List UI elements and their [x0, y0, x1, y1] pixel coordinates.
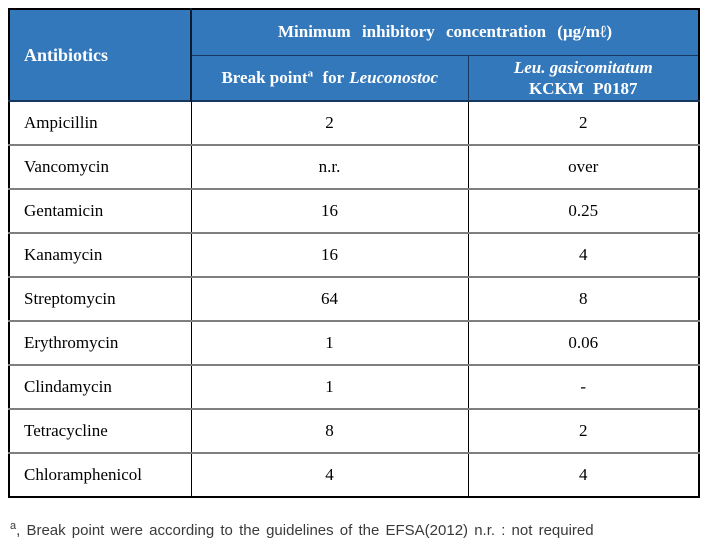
antibiotics-header-cell: Antibiotics: [8, 8, 192, 102]
table-row: Chloramphenicol 4 4: [8, 452, 700, 498]
antibiotic-name-cell: Kanamycin: [8, 232, 192, 278]
breakpoint-header-text: Break point: [221, 67, 308, 87]
breakpoint-value-cell: 2: [190, 100, 469, 146]
strain-name: Leu. gasicomitatum: [513, 57, 653, 77]
breakpoint-header-cell: Break pointa for Leuconostoc: [190, 54, 469, 102]
table-row: Tetracycline 8 2: [8, 408, 700, 454]
table-header: Antibiotics Minimum inhibitory concentra…: [8, 8, 700, 102]
mic-value-cell: -: [467, 364, 700, 410]
mic-value-cell: 2: [467, 408, 700, 454]
breakpoint-value-cell: 16: [190, 232, 469, 278]
mic-value-cell: 4: [467, 452, 700, 498]
mic-title-cell: Minimum inhibitory concentration (μg/mℓ): [190, 8, 700, 56]
mic-value-cell: 2: [467, 100, 700, 146]
breakpoint-value-cell: 64: [190, 276, 469, 322]
breakpoint-footnote-marker: a: [307, 67, 314, 80]
table-row: Ampicillin 2 2: [8, 100, 700, 146]
table-body: Ampicillin 2 2 Vancomycin n.r. over Gent…: [8, 100, 700, 498]
mic-title-label: Minimum inhibitory concentration (μg/mℓ): [277, 22, 613, 42]
antibiotic-name-cell: Streptomycin: [8, 276, 192, 322]
breakpoint-value-cell: 8: [190, 408, 469, 454]
antibiotic-name-cell: Clindamycin: [8, 364, 192, 410]
table-row: Vancomycin n.r. over: [8, 144, 700, 190]
antibiotics-header-label: Antibiotics: [24, 44, 109, 65]
breakpoint-value-cell: 4: [190, 452, 469, 498]
antibiotic-name-cell: Tetracycline: [8, 408, 192, 454]
mic-value-cell: 4: [467, 232, 700, 278]
breakpoint-header-mid: for: [322, 67, 345, 87]
breakpoint-header-species: Leuconostoc: [349, 67, 439, 87]
breakpoint-value-cell: 1: [190, 320, 469, 366]
strain-id: KCKM P0187: [529, 78, 638, 98]
footnote: a, Break point were according to the gui…: [10, 520, 700, 540]
breakpoint-value-cell: 16: [190, 188, 469, 234]
breakpoint-value-cell: n.r.: [190, 144, 469, 190]
footnote-text: , Break point were according to the guid…: [16, 522, 594, 539]
antibiotic-name-cell: Chloramphenicol: [8, 452, 192, 498]
mic-value-cell: over: [467, 144, 700, 190]
antibiotic-name-cell: Ampicillin: [8, 100, 192, 146]
breakpoint-value-cell: 1: [190, 364, 469, 410]
mic-value-cell: 0.25: [467, 188, 700, 234]
strain-header-cell: Leu. gasicomitatum KCKM P0187: [467, 54, 700, 102]
footnote-marker: a: [10, 520, 17, 532]
table-row: Clindamycin 1 -: [8, 364, 700, 410]
antibiotic-name-cell: Gentamicin: [8, 188, 192, 234]
mic-value-cell: 8: [467, 276, 700, 322]
table-row: Gentamicin 16 0.25: [8, 188, 700, 234]
antibiotic-name-cell: Vancomycin: [8, 144, 192, 190]
mic-value-cell: 0.06: [467, 320, 700, 366]
table-row: Kanamycin 16 4: [8, 232, 700, 278]
mic-table: Antibiotics Minimum inhibitory concentra…: [8, 8, 700, 498]
table-row: Streptomycin 64 8: [8, 276, 700, 322]
table-row: Erythromycin 1 0.06: [8, 320, 700, 366]
antibiotic-name-cell: Erythromycin: [8, 320, 192, 366]
